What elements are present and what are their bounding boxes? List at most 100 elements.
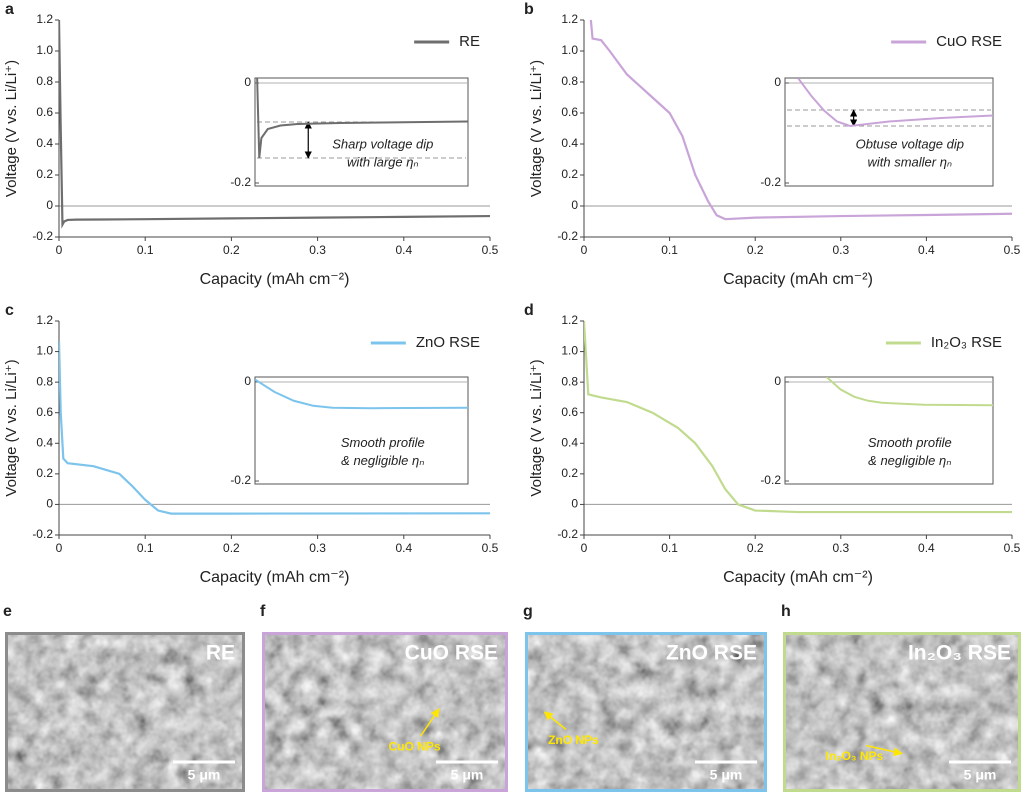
legend-label: ZnO RSE — [416, 334, 480, 351]
inset-line — [797, 78, 993, 128]
y-axis-label: Voltage (V vs. Li/Li⁺) — [528, 359, 545, 496]
x-tick-label: 0.5 — [1004, 541, 1021, 555]
image-annotation: In₂O₃ NPs — [826, 749, 884, 763]
inset-frame — [784, 376, 994, 485]
y-tick-label: 1.2 — [36, 12, 53, 26]
x-tick-label: 0.3 — [309, 541, 326, 555]
y-tick-label: 1.2 — [561, 12, 578, 26]
x-tick-label: 0 — [581, 243, 588, 257]
image-annotation: CuO NPs — [389, 739, 441, 753]
inset-annotation: with smaller ηₙ — [867, 154, 952, 169]
x-tick-label: 0.1 — [137, 243, 154, 257]
x-tick-label: 0 — [56, 243, 63, 257]
image-label: RE — [206, 642, 235, 665]
y-tick-label: 0.8 — [36, 374, 53, 388]
y-tick-label: 0.2 — [561, 167, 578, 181]
annotation-arrow — [420, 708, 440, 737]
x-tick-label: 0.5 — [482, 243, 499, 257]
y-tick-label: 1.0 — [36, 43, 53, 57]
y-tick-label: 0.6 — [561, 405, 578, 419]
x-tick-label: 0.4 — [395, 541, 412, 555]
y-tick-label: 0.8 — [561, 374, 578, 388]
sem-frame — [262, 632, 508, 792]
y-tick-label: 1.0 — [561, 43, 578, 57]
panel-label: f — [260, 603, 266, 620]
x-axis-label: Capacity (mAh cm⁻²) — [200, 569, 350, 586]
data-line — [589, 19, 1012, 221]
y-tick-label: -0.2 — [557, 527, 578, 541]
y-tick-label: 0.2 — [36, 167, 53, 181]
y-tick-label: -0.2 — [32, 527, 53, 541]
inset-y-tick-label: -0.2 — [760, 473, 781, 487]
x-tick-label: 0.3 — [832, 243, 849, 257]
y-tick-label: 0.8 — [561, 74, 578, 88]
x-tick-label: 0.2 — [747, 243, 764, 257]
inset-y-tick-label: 0 — [774, 374, 781, 388]
x-axis-label: Capacity (mAh cm⁻²) — [200, 271, 350, 288]
legend-label: CuO RSE — [936, 33, 1002, 50]
y-tick-label: 0.6 — [36, 405, 53, 419]
inset-annotation: with large ηₙ — [347, 154, 419, 169]
inset-annotation: Sharp voltage dip — [332, 136, 433, 151]
inset-y-tick-label: 0 — [244, 75, 251, 89]
y-tick-label: 0.2 — [36, 466, 53, 480]
sem-frame — [783, 632, 1021, 792]
inset-frame — [254, 376, 469, 485]
inset-annotation: & negligible ηₙ — [868, 453, 951, 468]
inset-y-tick-label: 0 — [244, 374, 251, 388]
data-line — [59, 19, 490, 229]
image-label: CuO RSE — [405, 642, 498, 665]
x-axis-label: Capacity (mAh cm⁻²) — [723, 569, 873, 586]
sem-frame — [525, 632, 767, 792]
inset-annotation: Obtuse voltage dip — [856, 136, 964, 151]
x-tick-label: 0.2 — [223, 243, 240, 257]
y-tick-label: 0.2 — [561, 466, 578, 480]
sem-image — [525, 632, 767, 792]
sem-image — [783, 632, 1021, 792]
panel-label: g — [523, 603, 533, 620]
data-line — [584, 320, 1012, 514]
y-tick-label: 0.4 — [36, 136, 53, 150]
x-tick-label: 0.4 — [918, 541, 935, 555]
x-tick-label: 0.5 — [1004, 243, 1021, 257]
data-line — [59, 340, 490, 515]
scale-bar-label: 5 μm — [451, 767, 484, 783]
inset-frame — [784, 77, 994, 187]
inset-y-tick-label: 0 — [774, 75, 781, 89]
y-tick-label: 1.0 — [36, 344, 53, 358]
inset-line — [256, 78, 468, 159]
y-tick-label: 0.4 — [561, 435, 578, 449]
x-axis-label: Capacity (mAh cm⁻²) — [723, 271, 873, 288]
y-tick-label: 1.2 — [36, 313, 53, 327]
legend-label: In₂O₃ RSE — [931, 334, 1002, 351]
inset-line — [825, 377, 993, 407]
image-annotation: ZnO NPs — [548, 733, 599, 747]
y-tick-label: -0.2 — [557, 229, 578, 243]
x-tick-label: 0.3 — [309, 243, 326, 257]
sem-frame — [5, 632, 245, 792]
inset-y-tick-label: -0.2 — [760, 175, 781, 189]
y-axis-label: Voltage (V vs. Li/Li⁺) — [3, 359, 20, 496]
annotation-arrow — [866, 744, 903, 757]
panel-label: c — [5, 302, 14, 319]
x-tick-label: 0 — [581, 541, 588, 555]
panel-label: a — [5, 1, 14, 18]
y-tick-label: 1.0 — [561, 344, 578, 358]
inset-line — [255, 378, 468, 410]
y-tick-label: 0.4 — [36, 435, 53, 449]
inset-frame — [254, 77, 469, 187]
y-tick-label: 0 — [46, 497, 53, 511]
inset-y-tick-label: -0.2 — [230, 473, 251, 487]
x-tick-label: 0.3 — [832, 541, 849, 555]
y-tick-label: 0.6 — [561, 105, 578, 119]
x-tick-label: 0.4 — [918, 243, 935, 257]
x-tick-label: 0 — [56, 541, 63, 555]
x-tick-label: 0.1 — [661, 541, 678, 555]
inset-annotation: Smooth profile — [341, 435, 425, 450]
y-tick-label: 0.4 — [561, 136, 578, 150]
image-label: In₂O₃ RSE — [908, 642, 1011, 665]
inset-y-tick-label: -0.2 — [230, 175, 251, 189]
y-tick-label: 0 — [571, 497, 578, 511]
